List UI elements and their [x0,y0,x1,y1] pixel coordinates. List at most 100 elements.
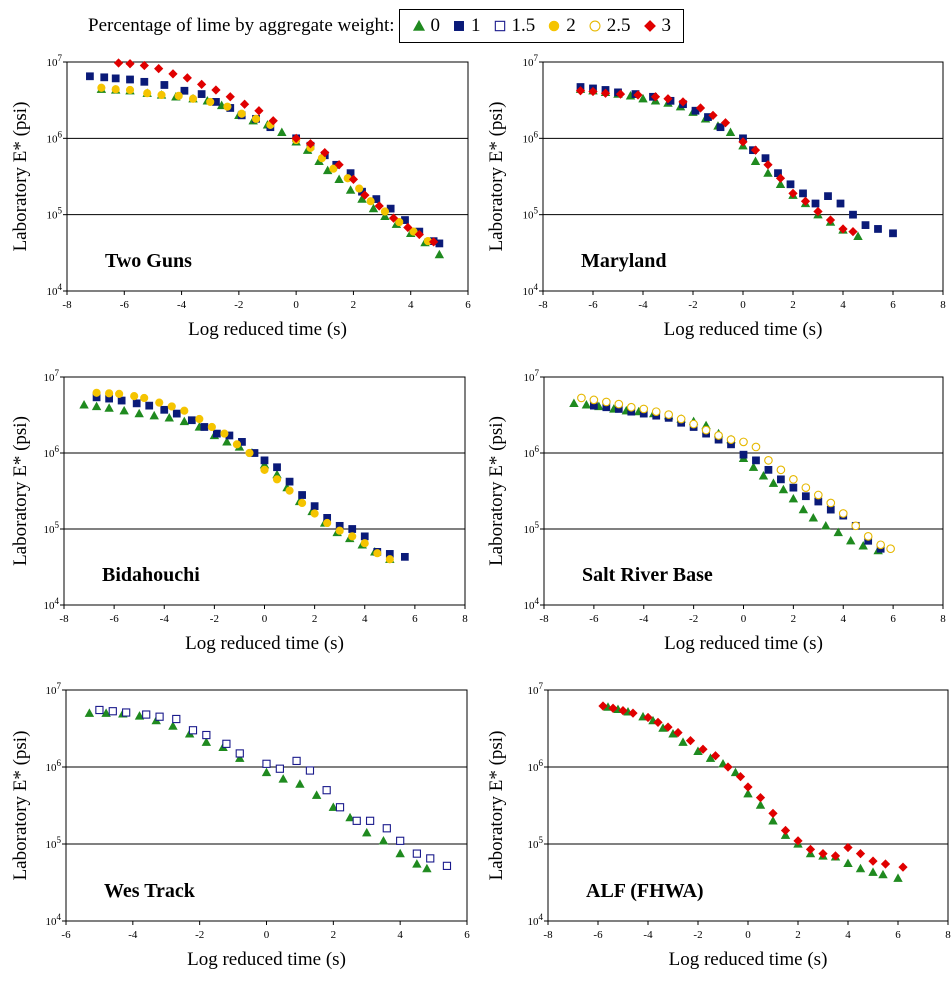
y-axis-label: Laboratory E* (psi) [10,102,31,252]
data-point [388,213,399,223]
data-point [777,475,785,484]
data-point [768,478,779,487]
y-tick-label: 107 [524,368,540,384]
data-point [254,106,264,116]
data-point [232,440,242,449]
data-point [836,199,845,208]
data-point [788,188,798,199]
data-point [588,86,598,97]
series-lime-3 [575,86,858,237]
data-point [776,465,786,475]
data-point [848,226,858,237]
data-point [735,771,746,782]
data-point [360,190,370,200]
legend-title: Percentage of lime by aggregate weight: [88,15,395,36]
x-tick-label: 6 [895,929,901,941]
data-point [748,462,759,471]
data-point [581,400,592,409]
data-point [310,509,319,518]
data-point [329,164,338,173]
circle-marker-icon [549,20,560,32]
data-point [239,99,250,109]
x-tick-label: -4 [643,929,653,941]
x-tick-label: 8 [462,613,468,625]
data-point [764,465,773,474]
data-point [412,859,422,868]
data-point [639,404,649,414]
data-point [197,90,206,98]
data-point [855,848,866,859]
legend: Percentage of lime by aggregate weight: … [88,8,685,44]
data-point [874,225,882,233]
x-tick-label: -2 [234,299,243,311]
x-tick-label: 2 [791,613,797,625]
data-point [898,862,908,872]
y-tick-label: 105 [44,520,60,536]
x-tick-label: 2 [351,299,357,311]
data-point [140,393,149,403]
data-point [149,410,159,420]
data-point [725,127,736,136]
data-point [821,521,831,530]
data-point [600,88,611,98]
diamond-marker-icon [643,20,656,32]
x-tick-label: 0 [740,299,746,311]
y-tick-label: 107 [528,681,544,697]
data-point [801,492,810,501]
data-point [140,77,149,86]
data-point [298,491,306,499]
legend-marker-1-5 [494,20,505,32]
series-lime-3 [113,58,439,247]
y-axis-label: Laboratory E* (psi) [486,102,507,252]
x-tick-label: -4 [639,613,649,625]
data-point [195,414,204,424]
data-point [261,767,272,777]
legend-box: 0 1 1.5 2 2.5 3 [398,9,685,43]
data-point [858,541,868,550]
data-point [813,206,823,217]
data-point [705,753,716,762]
data-point [708,110,718,120]
data-point [92,388,101,397]
series-lime-0 [603,702,903,882]
data-point [851,521,861,531]
data-point [154,63,164,74]
data-point [643,712,653,723]
data-point [676,414,686,424]
data-point [751,442,761,452]
x-tick-label: 6 [412,613,418,625]
x-tick-label: 6 [890,299,896,311]
data-point [577,393,586,403]
legend-entry-2-5: 2.5 [588,15,631,37]
x-tick-label: 2 [312,613,318,625]
data-point [211,85,221,95]
data-point [348,174,359,184]
x-tick-label: -6 [61,929,71,941]
data-point [155,712,164,721]
data-point [824,192,832,200]
data-point [813,490,823,500]
data-point [295,779,305,788]
legend-label: 0 [430,15,441,36]
data-point [738,137,748,147]
y-tick-label: 105 [528,835,544,851]
data-point [788,493,799,503]
x-tick-label: 4 [840,299,846,311]
data-point [589,395,599,405]
x-tick-label: -4 [160,613,170,625]
plot-area [547,689,949,922]
x-axis-label: Log reduced time (s) [188,319,347,340]
chart-panel-maryland: -8 -6 -4 -2 0 2 4 6 8 104 105 106 107 Log reduced tim… [486,53,946,340]
data-point [220,429,229,438]
data-point [311,790,322,799]
y-tick-label: 104 [524,596,540,612]
x-tick-label: -6 [110,613,120,625]
data-point [323,518,332,528]
data-point [775,179,786,188]
y-tick-label: 106 [44,444,60,460]
data-point [614,399,624,409]
data-point [335,526,344,535]
data-point [380,211,390,221]
data-point [235,749,244,758]
data-point [222,437,232,446]
